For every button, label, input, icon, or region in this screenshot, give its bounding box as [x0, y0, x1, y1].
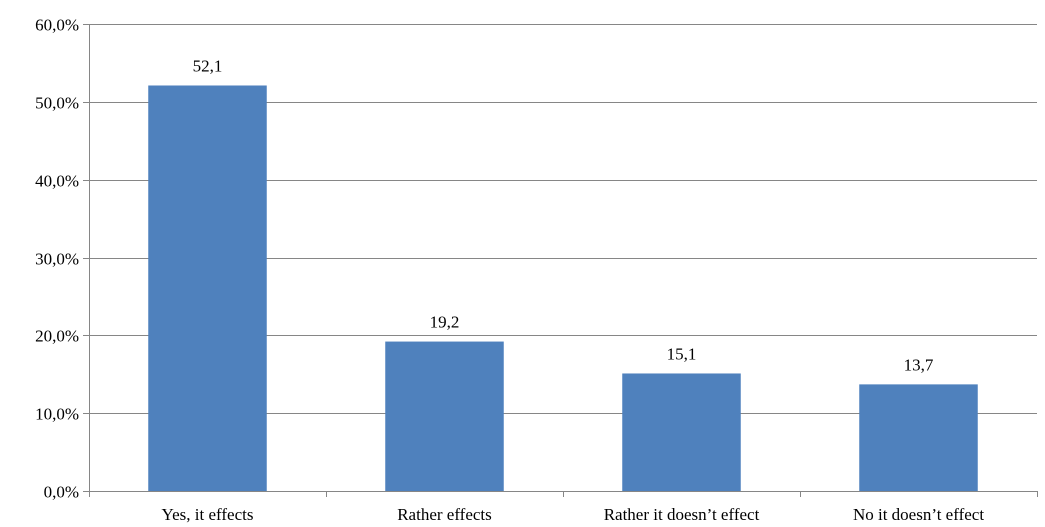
- y-tick-label: 60,0%: [35, 16, 79, 35]
- category-label: No it doesn’t effect: [853, 505, 984, 524]
- bar: [148, 85, 267, 491]
- data-label: 19,2: [430, 313, 460, 332]
- category-label: Rather effects: [397, 505, 492, 524]
- data-labels: 52,1 19,2 15,1 13,7: [193, 56, 934, 374]
- bar: [859, 384, 978, 491]
- y-tick-label: 30,0%: [35, 250, 79, 269]
- data-label: 15,1: [667, 344, 697, 363]
- y-axis-ticks: 0,0% 10,0% 20,0% 30,0% 40,0% 50,0% 60,0%: [35, 16, 89, 502]
- bar: [622, 373, 741, 491]
- y-tick-label: 0,0%: [44, 483, 79, 502]
- data-label: 13,7: [904, 355, 934, 374]
- y-tick-label: 20,0%: [35, 327, 79, 346]
- x-axis-ticks: Yes, it effects Rather effects Rather it d…: [89, 491, 1038, 524]
- y-tick-label: 40,0%: [35, 172, 79, 191]
- bars: [148, 85, 978, 491]
- y-tick-label: 10,0%: [35, 405, 79, 424]
- data-label: 52,1: [193, 56, 223, 75]
- category-label: Rather it doesn’t effect: [604, 505, 760, 524]
- bar: [385, 341, 504, 491]
- y-tick-label: 50,0%: [35, 94, 79, 113]
- category-label: Yes, it effects: [162, 505, 254, 524]
